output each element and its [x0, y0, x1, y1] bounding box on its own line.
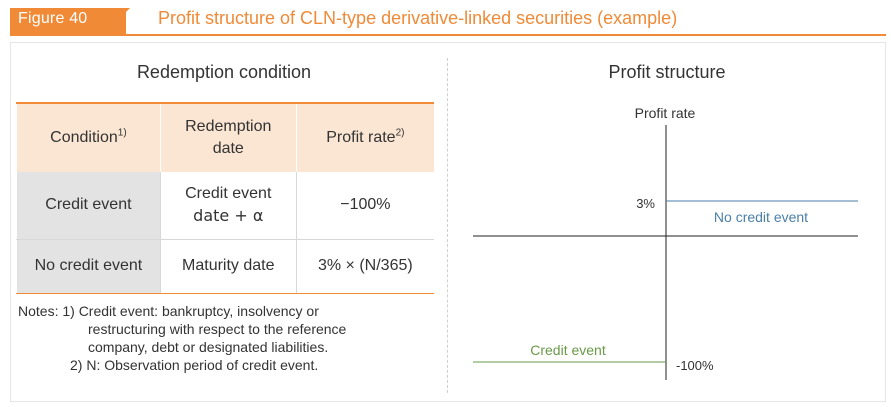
header-condition-note: 1) [117, 127, 127, 139]
note-line-3: company, debt or designated liabilities. [88, 339, 329, 355]
notes: Notes: 1) Credit event: bankruptcy, inso… [18, 302, 346, 374]
note-line-4: 2) N: Observation period of credit event… [70, 357, 319, 373]
note-line-1: Notes: 1) Credit event: bankruptcy, inso… [18, 303, 319, 319]
row-profit-no-credit-event: 3% × (N/365) [295, 239, 434, 294]
figure-title: Profit structure of CLN-type derivative-… [158, 8, 678, 28]
axis-label: Profit rate [635, 105, 696, 121]
row-profit-credit-event: −100% [295, 172, 434, 240]
figure-label: Figure 40 [18, 10, 88, 27]
header-profit-text: Profit rate [326, 129, 396, 146]
table-header-row: Condition1) Redemption date Profit rate2… [16, 102, 434, 172]
credit-event-label: Credit event [530, 342, 606, 358]
profit-structure-diagram: Profit rate 3% No credit event Credit ev… [473, 105, 858, 380]
row-date-line1: Credit event [185, 185, 272, 203]
left-panel-title: Redemption condition [136, 62, 312, 82]
header-profit-note: 2) [395, 127, 405, 139]
right-panel-title: Profit structure [608, 62, 726, 82]
header-condition-text: Condition [50, 129, 118, 146]
header-redemption-line2: date [212, 140, 244, 157]
no-credit-event-label: No credit event [714, 209, 808, 225]
row-date-no-credit-event: Maturity date [159, 239, 297, 294]
row-condition-credit-event: Credit event [16, 172, 161, 240]
tick-label-3pct: 3% [636, 196, 655, 211]
header-redemption-date: Redemption date [159, 102, 297, 172]
header-profit-rate: Profit rate2) [295, 102, 434, 172]
table-row: Credit event Credit event date + α −100% [16, 172, 434, 240]
figure-tab-slant [104, 8, 130, 34]
row-date-line2: date + α [193, 206, 264, 226]
row-date-credit-event: Credit event date + α [159, 172, 297, 240]
panels-frame [10, 42, 886, 402]
header-redemption-line1: Redemption [185, 118, 272, 135]
note-line-2: restructuring with respect to the refere… [88, 321, 347, 337]
header-rule [10, 34, 886, 36]
redemption-table: Condition1) Redemption date Profit rate2… [16, 102, 434, 294]
row-condition-no-credit-event: No credit event [16, 239, 161, 294]
tick-label-minus-100pct: -100% [676, 358, 714, 373]
panel-divider [447, 58, 448, 393]
table-row: No credit event Maturity date 3% × (N/36… [16, 239, 434, 294]
header-condition: Condition1) [16, 102, 161, 172]
